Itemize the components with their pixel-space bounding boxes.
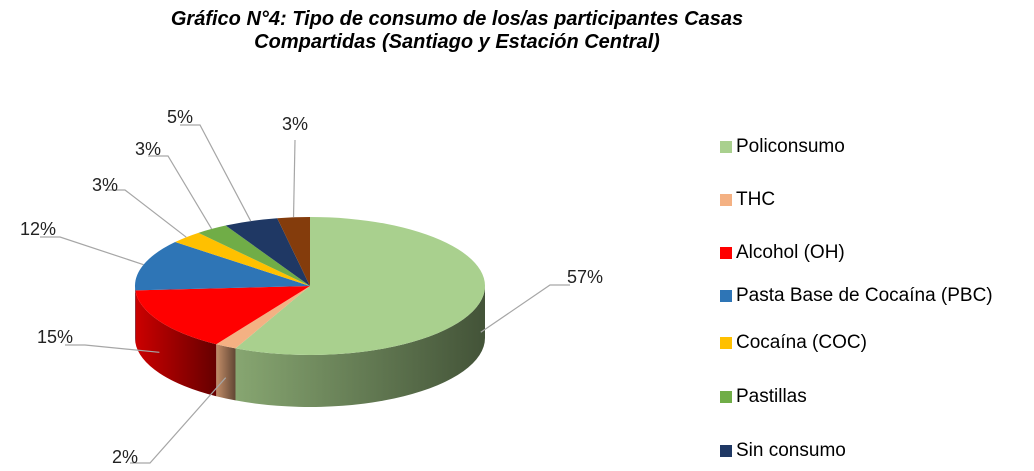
legend-label: Alcohol (OH) — [736, 242, 845, 263]
data-label: 5% — [167, 107, 193, 127]
legend-swatch — [720, 391, 732, 403]
slice — [198, 225, 310, 286]
legend-label: Pasta Base de Cocaína (PBC) — [736, 285, 993, 306]
legend-swatch — [720, 194, 732, 206]
legend-item: Pasta Base de Cocaína (PBC) — [720, 286, 1034, 305]
data-label: 15% — [37, 327, 73, 347]
data-label: 3% — [282, 114, 308, 134]
legend-item: Sin consumo — [720, 441, 1034, 460]
legend-swatch — [720, 247, 732, 259]
leader-line — [130, 377, 227, 464]
legend-label: Pastillas — [736, 386, 807, 407]
data-label: 57% — [567, 267, 603, 287]
legend-swatch — [720, 337, 732, 349]
data-label: 3% — [135, 139, 161, 159]
chart-title: Gráfico N°4: Tipo de consumo de los/as p… — [170, 8, 744, 53]
slice — [135, 286, 310, 345]
slice-side — [135, 290, 217, 397]
slice — [235, 217, 486, 355]
legend-swatch — [720, 445, 732, 457]
leader-line — [180, 124, 252, 222]
slice — [135, 242, 310, 291]
slice — [225, 218, 310, 286]
data-label: 3% — [92, 175, 118, 195]
slice — [216, 286, 310, 349]
legend-item: Pastillas — [720, 387, 1034, 406]
legend-label: Cocaína (COC) — [736, 332, 867, 353]
legend-item: Alcohol (OH) — [720, 243, 1034, 262]
legend-item: THC — [720, 190, 1034, 209]
slice — [277, 217, 310, 286]
leader-line — [65, 344, 160, 353]
slice — [175, 232, 310, 286]
legend-label: Policonsumo — [736, 136, 845, 157]
slice-side — [235, 286, 485, 408]
leader-line — [292, 139, 296, 218]
leader-line — [40, 236, 144, 266]
legend-swatch — [720, 290, 732, 302]
legend-item: Policonsumo — [720, 137, 1034, 156]
leader-line — [148, 155, 213, 230]
slice-side — [216, 344, 236, 401]
data-label: 2% — [112, 447, 138, 467]
leader-line — [105, 189, 187, 238]
legend-label: Sin consumo — [736, 440, 846, 461]
legend-label: THC — [736, 189, 776, 210]
legend-swatch — [720, 141, 732, 153]
data-label: 12% — [20, 219, 56, 239]
leader-line — [480, 284, 570, 333]
legend-item: Cocaína (COC) — [720, 333, 1034, 352]
